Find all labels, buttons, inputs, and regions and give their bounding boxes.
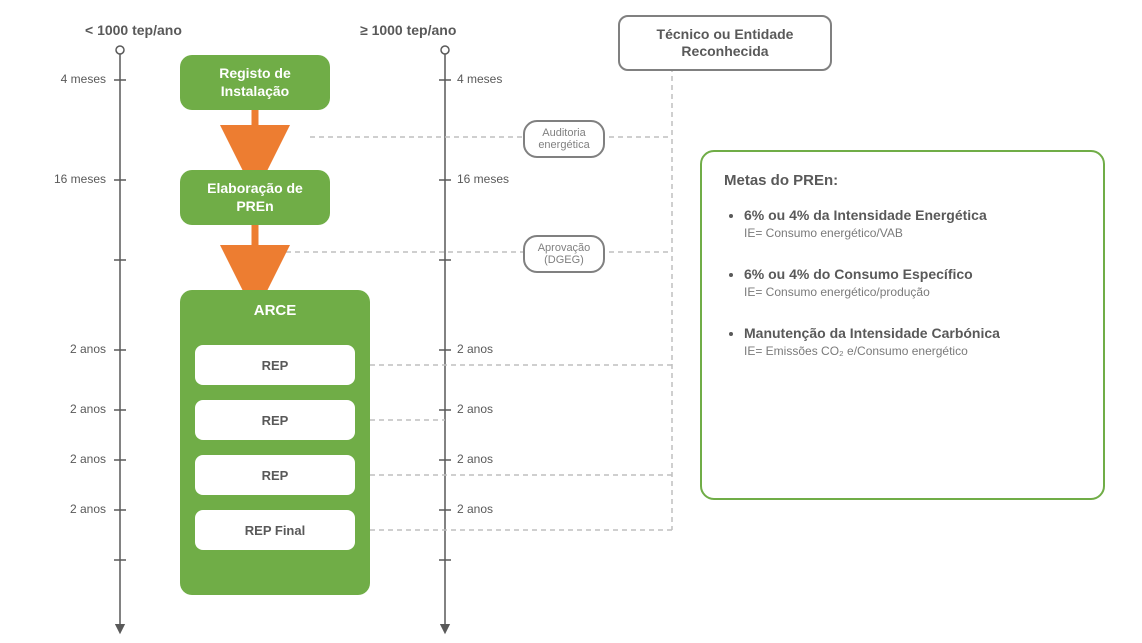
- box-registo-instalacao: Registo deInstalação: [180, 55, 330, 110]
- timeline-label: 2 anos: [40, 342, 106, 356]
- metas-list: 6% ou 4% da Intensidade EnergéticaIE= Co…: [724, 207, 1081, 358]
- metas-item: 6% ou 4% da Intensidade EnergéticaIE= Co…: [744, 207, 1081, 240]
- timeline-label: 2 anos: [457, 402, 527, 416]
- box-elaboracao-pren: Elaboração dePREn: [180, 170, 330, 225]
- arce-title: ARCE: [180, 290, 370, 319]
- arce-rep-row: REP: [195, 455, 355, 495]
- timeline-label: 2 anos: [40, 402, 106, 416]
- timeline-label: 2 anos: [40, 452, 106, 466]
- arce-rep-row: REP: [195, 400, 355, 440]
- timeline-right-header: ≥ 1000 tep/ano: [360, 22, 456, 38]
- timeline-label: 2 anos: [457, 502, 527, 516]
- arce-rep-row: REP Final: [195, 510, 355, 550]
- timeline-label: 4 meses: [40, 72, 106, 86]
- timeline-label: 2 anos: [40, 502, 106, 516]
- metas-item: Manutenção da Intensidade CarbónicaIE= E…: [744, 325, 1081, 358]
- metas-item: 6% ou 4% do Consumo EspecíficoIE= Consum…: [744, 266, 1081, 299]
- pill-aprovacao-dgeg: Aprovação(DGEG): [523, 235, 605, 273]
- box-metas-pren: Metas do PREn: 6% ou 4% da Intensidade E…: [700, 150, 1105, 500]
- box-tecnico-entidade: Técnico ou EntidadeReconhecida: [618, 15, 832, 71]
- timeline-left-header: < 1000 tep/ano: [85, 22, 182, 38]
- timeline-label: 4 meses: [457, 72, 527, 86]
- timeline-label: 2 anos: [457, 452, 527, 466]
- arce-rep-row: REP: [195, 345, 355, 385]
- metas-title: Metas do PREn:: [724, 172, 1081, 189]
- pill-auditoria-energetica: Auditoriaenergética: [523, 120, 605, 158]
- timeline-label: 16 meses: [40, 172, 106, 186]
- timeline-label: 16 meses: [457, 172, 527, 186]
- timeline-label: 2 anos: [457, 342, 527, 356]
